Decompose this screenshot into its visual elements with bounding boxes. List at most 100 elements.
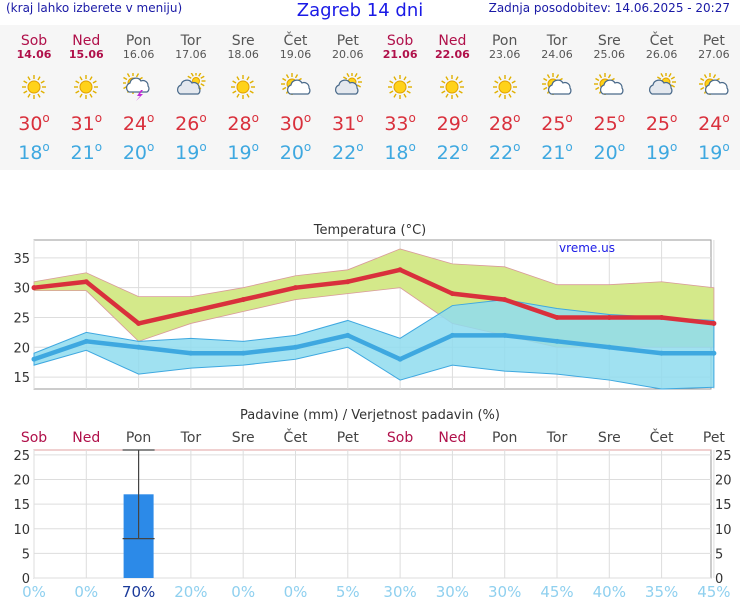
day-column: Sre 18.06 28o 19o bbox=[217, 25, 269, 164]
min-temperature-line-point bbox=[188, 350, 194, 356]
max-temperature-line-point bbox=[240, 297, 246, 303]
precipitation-probability: 20% bbox=[174, 583, 207, 600]
day-date: 15.06 bbox=[68, 48, 104, 61]
sun-icon bbox=[70, 73, 102, 101]
day-column: Ned 22.06 29o 22o bbox=[426, 25, 478, 164]
min-temperature-line-point bbox=[240, 350, 246, 356]
day-column: Sre 25.06 25o 20o bbox=[583, 25, 635, 164]
sun-icon bbox=[489, 73, 521, 101]
day-name: Pet bbox=[702, 33, 725, 49]
day-date: 23.06 bbox=[488, 48, 521, 61]
max-temperature: 31o bbox=[332, 111, 364, 135]
day-column: Tor 24.06 25o 21o bbox=[531, 25, 583, 164]
min-temperature: 20o bbox=[279, 140, 312, 164]
x-tick-label: Tor bbox=[546, 430, 568, 446]
max-temperature: 26o bbox=[175, 111, 207, 135]
day-column: Tor 17.06 26o 19o bbox=[165, 25, 217, 164]
day-name: Pon bbox=[125, 33, 152, 49]
x-tick-label: Tor bbox=[180, 430, 202, 446]
cloud-sun-icon bbox=[332, 72, 364, 101]
y-tick-label-left: 10 bbox=[13, 523, 30, 538]
day-name: Čet bbox=[649, 33, 674, 49]
day-column: Ned 15.06 31o 21o bbox=[60, 25, 112, 164]
min-temperature: 19o bbox=[227, 140, 259, 164]
day-name: Sre bbox=[231, 33, 255, 49]
precipitation-chart-title: Padavine (mm) / Verjetnost padavin (%) bbox=[240, 408, 500, 423]
min-temperature-line-point bbox=[397, 356, 403, 362]
max-temperature: 25o bbox=[593, 111, 626, 135]
min-temperature: 21o bbox=[70, 140, 103, 164]
max-temperature: 30o bbox=[18, 111, 50, 135]
day-column: Pet 20.06 31o 22o bbox=[322, 25, 374, 164]
min-temperature-line-point bbox=[606, 344, 612, 350]
y-tick-label-left: 25 bbox=[13, 449, 30, 464]
min-temperature-line bbox=[33, 333, 714, 362]
day-column: Pet 27.06 24o 19o bbox=[688, 25, 740, 164]
precipitation-probability: 0% bbox=[22, 583, 46, 600]
max-temperature: 25o bbox=[645, 111, 678, 135]
x-tick-label: Pet bbox=[337, 430, 360, 446]
y-tick-label-left: 0 bbox=[22, 572, 30, 587]
min-temperature-line-point bbox=[293, 344, 298, 350]
day-name: Sob bbox=[386, 33, 414, 49]
day-date: 21.06 bbox=[382, 48, 418, 61]
sun-icon bbox=[18, 73, 50, 101]
min-temperature-line-point bbox=[711, 350, 717, 356]
x-tick-label: Pet bbox=[703, 430, 726, 446]
sun-cloud-icon bbox=[280, 73, 312, 101]
day-date: 20.06 bbox=[332, 48, 364, 61]
sun-icon bbox=[227, 73, 259, 101]
day-name: Sre bbox=[597, 33, 621, 49]
sun-icon bbox=[436, 73, 468, 101]
day-date: 16.06 bbox=[122, 48, 155, 61]
precipitation-probability: 45% bbox=[540, 583, 573, 600]
sun-cloud-icon bbox=[541, 73, 573, 101]
max-temperature: 25o bbox=[541, 111, 573, 135]
y-tick-label-left: 15 bbox=[13, 498, 30, 513]
y-tick-label-right: 5 bbox=[715, 547, 723, 562]
max-temperature-line-point bbox=[188, 309, 194, 315]
day-date: 25.06 bbox=[593, 48, 626, 61]
day-column: Pon 16.06 24o 20o bbox=[113, 25, 165, 164]
min-temperature-line-point bbox=[345, 332, 351, 338]
min-temperature-line-point bbox=[502, 332, 508, 338]
max-temperature-line bbox=[33, 267, 715, 326]
precipitation-probability: 0% bbox=[74, 583, 98, 600]
x-tick-label: Pon bbox=[492, 430, 517, 446]
day-name: Tor bbox=[546, 33, 568, 49]
temperature-chart-title: Temperatura (°C) bbox=[313, 223, 426, 238]
min-temperature-line-point bbox=[659, 350, 665, 356]
max-temperature-line-point bbox=[606, 314, 612, 320]
max-temperature-line-point bbox=[293, 285, 298, 291]
min-temperature: 19o bbox=[698, 140, 730, 164]
y-tick-label: 30 bbox=[13, 282, 30, 297]
precipitation-probability: 0% bbox=[231, 583, 255, 600]
day-column: Pon 23.06 28o 22o bbox=[479, 25, 531, 164]
cloud-sun-icon bbox=[646, 72, 678, 101]
day-column: Sob 14.06 30o 18o bbox=[8, 25, 60, 164]
sun-icon bbox=[384, 73, 416, 101]
max-temperature: 33o bbox=[384, 111, 416, 135]
min-range-band bbox=[33, 299, 715, 390]
y-tick-label-right: 25 bbox=[715, 449, 732, 464]
precipitation-probability: 5% bbox=[336, 583, 360, 600]
x-tick-label: Sob bbox=[21, 430, 47, 446]
day-column: Sob 21.06 33o 18o bbox=[374, 25, 426, 164]
max-temperature-line-point bbox=[345, 279, 351, 285]
y-tick-label-right: 10 bbox=[715, 523, 732, 538]
x-tick-label: Sre bbox=[232, 430, 255, 446]
max-temperature: 28o bbox=[488, 111, 521, 135]
min-temperature-line-point bbox=[136, 344, 142, 350]
y-tick-label-left: 5 bbox=[22, 547, 30, 562]
forecast-strip: Sob 14.06 30o 18o Ned 15.06 31o 21o Pon 16.06 24o 2… bbox=[0, 25, 740, 170]
x-tick-label: Čet bbox=[284, 428, 308, 446]
sun-cloud-icon bbox=[698, 73, 730, 101]
precipitation-probability: 35% bbox=[645, 583, 678, 600]
day-date: 19.06 bbox=[279, 48, 312, 61]
x-tick-label: Sob bbox=[387, 430, 413, 446]
y-tick-label: 25 bbox=[13, 311, 30, 326]
min-temperature-line-point bbox=[554, 338, 560, 344]
day-date: 26.06 bbox=[645, 48, 678, 61]
region-menu-hint[interactable]: (kraj lahko izberete v meniju) bbox=[6, 1, 183, 15]
max-temperature: 29o bbox=[436, 111, 469, 135]
